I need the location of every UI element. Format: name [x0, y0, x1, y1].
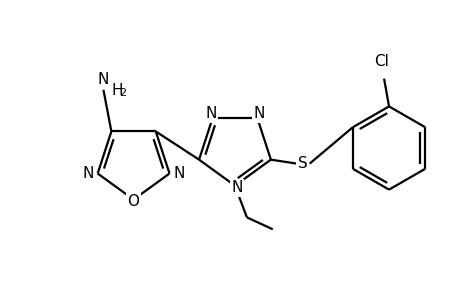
Text: N: N [253, 106, 264, 121]
Text: H: H [111, 83, 123, 98]
Text: N: N [82, 166, 93, 181]
Text: Cl: Cl [373, 54, 388, 69]
Text: S: S [297, 156, 307, 171]
Text: 2: 2 [119, 88, 126, 98]
Text: N: N [231, 180, 242, 195]
Text: N: N [205, 106, 216, 121]
Text: O: O [127, 194, 139, 209]
Text: N: N [174, 166, 185, 181]
Text: N: N [97, 72, 109, 87]
